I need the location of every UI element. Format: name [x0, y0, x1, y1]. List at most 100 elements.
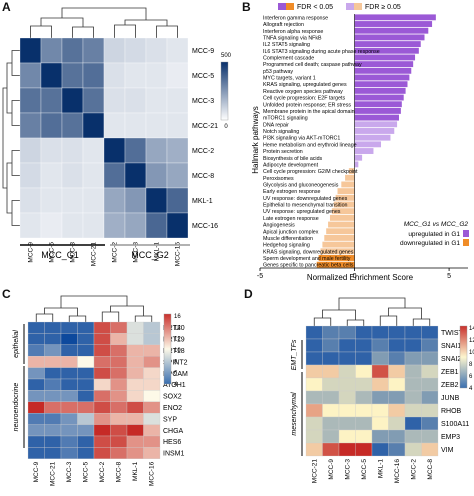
gene-label: SNAI1: [441, 343, 461, 350]
heatmap-cell: [371, 442, 389, 457]
sample-label: MCC-8: [427, 459, 434, 480]
enrichment-bar: [354, 128, 395, 134]
heatmap-cell: [126, 356, 144, 368]
heatmap-cell: [388, 338, 406, 353]
heatmap-cell: [60, 321, 78, 334]
sample-label: MCC-2: [99, 461, 106, 482]
heatmap-cell: [143, 424, 161, 437]
legend-swatch-up-sig: [278, 3, 286, 10]
heatmap-cell: [421, 364, 439, 379]
heatmap-cell: [143, 344, 161, 357]
column-label: MCC-3: [70, 242, 77, 263]
heatmap-cell: [60, 447, 78, 459]
heatmap-cell: [355, 325, 373, 340]
heatmap-cell: [371, 377, 389, 392]
heatmap-cell: [166, 212, 189, 239]
heatmap-cell: [19, 37, 42, 64]
heatmap-cell: [388, 364, 406, 379]
column-label: MKL-1: [154, 242, 161, 262]
pathway-label: Genes specific to pancreatic beta cells: [263, 263, 354, 269]
heatmap-cell: [404, 390, 422, 405]
heatmap-cell: [322, 377, 340, 392]
heatmap-cell: [61, 212, 84, 239]
enrichment-bar: [354, 148, 374, 154]
heatmap-cell: [404, 429, 422, 444]
colorbar-tick: 10: [469, 350, 474, 356]
heatmap-cell: [82, 187, 105, 214]
heatmap-cell: [305, 416, 323, 431]
sample-label: MCC-16: [394, 459, 401, 484]
heatmap-cell: [103, 112, 126, 139]
heatmap-cell: [110, 413, 128, 425]
heatmap-cell: [110, 356, 128, 368]
heatmap-cell: [44, 333, 62, 345]
heatmap-cell: [145, 187, 168, 214]
gene-label: VIM: [441, 447, 454, 454]
heatmap-cell: [19, 137, 42, 164]
heatmap-cell: [44, 424, 62, 437]
colorbar-tick: 10: [174, 348, 181, 354]
enrichment-bars: [316, 14, 436, 268]
heatmap-cell: [145, 137, 168, 164]
gene-label: EPCAM: [163, 371, 188, 378]
column-dendrogram: [313, 297, 431, 326]
pathway-label: Late estrogen response: [263, 216, 319, 222]
heatmap-cell: [388, 416, 406, 431]
heatmap-cells: [19, 37, 189, 239]
pathway-label: Angiogenesis: [263, 223, 295, 229]
heatmap-cell: [421, 377, 439, 392]
heatmap-cell: [404, 325, 422, 340]
enrichment-bar: [354, 141, 382, 148]
column-label: MCC-5: [49, 242, 56, 263]
heatmap-cell: [404, 416, 422, 431]
heatmap-cell: [44, 401, 62, 414]
heatmap-cell: [166, 162, 189, 189]
heatmap-cell: [124, 37, 147, 64]
heatmap-cell: [60, 378, 78, 391]
heatmap-cell: [126, 367, 144, 380]
x-tick-label: 5: [447, 273, 451, 280]
heatmap-cell: [338, 377, 356, 392]
heatmap-cell: [61, 112, 84, 139]
enrichment-bar: [354, 34, 425, 41]
sample-label: MCC-3: [66, 461, 73, 482]
heatmap-cell: [44, 390, 62, 402]
pathway-label: UV response: downregulated genes: [263, 196, 348, 202]
heatmap-cell: [371, 338, 389, 353]
sample-label: MCC-21: [311, 459, 318, 484]
pathway-label: KRAS signaling, downregulated genes: [263, 249, 354, 255]
heatmap-cell: [44, 447, 62, 459]
inset-down-label: downregulated in G1: [400, 240, 460, 247]
heatmap-cell: [143, 447, 161, 459]
group-label-mesenchymal: mesenchymal: [291, 392, 298, 436]
sample-label: MKL-1: [377, 459, 384, 479]
heatmap-cell: [305, 377, 323, 392]
heatmap-cell: [82, 62, 105, 89]
colorbar-d: [459, 325, 468, 389]
heatmap-cell: [27, 378, 45, 391]
gene-label: KRT20: [163, 325, 185, 332]
row-dendrogram: [2, 50, 20, 226]
enrichment-bar: [354, 81, 408, 88]
heatmap-cell: [404, 403, 422, 418]
legend-swatch-down-nonsig: [354, 3, 362, 10]
heatmap-cell: [93, 447, 111, 459]
heatmap-cell: [82, 87, 105, 114]
heatmap-cell: [19, 187, 42, 214]
heatmap-cell: [110, 435, 128, 448]
heatmap-cell: [27, 356, 45, 368]
group-label-epithelial: epithelial: [13, 330, 20, 358]
heatmap-cell: [126, 401, 144, 414]
heatmap-cell: [143, 367, 161, 380]
heatmap-cell: [126, 447, 144, 459]
enrichment-bar: [354, 101, 402, 108]
heatmap-cell: [388, 377, 406, 392]
heatmap-cell: [61, 62, 84, 89]
heatmap-cell: [60, 424, 78, 437]
row-label: MCC-5: [192, 73, 214, 80]
heatmap-cell: [338, 325, 356, 340]
heatmap-cell: [124, 112, 147, 139]
inset-up-label: upregulated in G1: [408, 231, 460, 238]
pathway-label: Interferon alpha response: [263, 29, 323, 35]
